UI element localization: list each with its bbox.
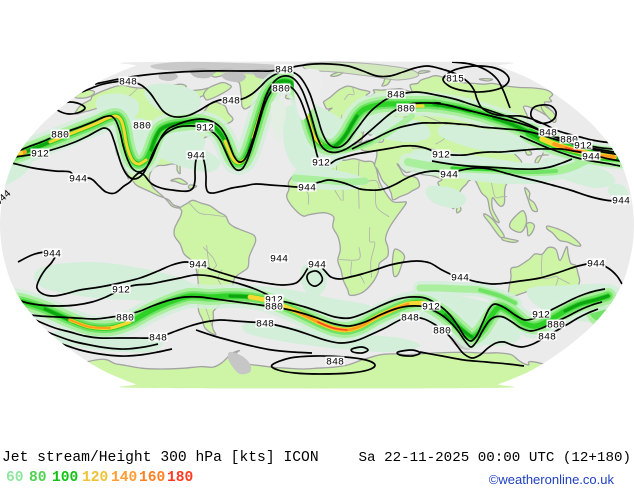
svg-text:848: 848 [119,78,137,89]
svg-text:912: 912 [112,286,130,297]
svg-text:880: 880 [397,105,415,116]
svg-text:140: 140 [111,470,137,486]
svg-text:880: 880 [133,122,151,133]
svg-text:100: 100 [52,470,78,486]
svg-text:944: 944 [440,171,458,182]
svg-text:944: 944 [43,250,61,261]
svg-text:880: 880 [51,131,69,142]
svg-text:180: 180 [167,470,193,486]
svg-text:880: 880 [265,303,283,314]
svg-text:848: 848 [387,91,405,102]
svg-text:944: 944 [587,260,605,271]
svg-text:848: 848 [401,314,419,325]
svg-text:912: 912 [312,159,330,170]
svg-text:944: 944 [451,274,469,285]
svg-text:912: 912 [574,142,592,153]
svg-text:815: 815 [446,75,464,86]
svg-text:©weatheronline.co.uk: ©weatheronline.co.uk [489,472,615,487]
svg-text:912: 912 [422,303,440,314]
svg-text:60: 60 [6,470,24,486]
svg-text:912: 912 [532,311,550,322]
svg-text:Jet stream/Height 300 hPa [kts: Jet stream/Height 300 hPa [kts] ICON [2,450,319,466]
svg-text:944: 944 [298,184,316,195]
svg-text:Sa 22-11-2025 00:00 UTC (12+18: Sa 22-11-2025 00:00 UTC (12+180) [359,450,631,466]
svg-text:880: 880 [547,321,565,332]
svg-text:944: 944 [189,261,207,272]
svg-text:912: 912 [196,124,214,135]
svg-text:848: 848 [275,66,293,77]
svg-text:944: 944 [69,175,87,186]
svg-text:912: 912 [31,150,49,161]
svg-text:848: 848 [149,334,167,345]
svg-text:880: 880 [272,85,290,96]
svg-text:944: 944 [612,197,630,208]
svg-text:912: 912 [265,296,283,307]
svg-text:120: 120 [82,470,108,486]
svg-text:848: 848 [222,97,240,108]
svg-text:848: 848 [326,358,344,369]
svg-text:880: 880 [433,327,451,338]
svg-text:912: 912 [432,151,450,162]
svg-text:160: 160 [139,470,165,486]
svg-text:80: 80 [29,470,47,486]
svg-text:848: 848 [256,320,274,331]
svg-text:880: 880 [560,136,578,147]
svg-text:880: 880 [116,314,134,325]
svg-text:944: 944 [308,261,326,272]
svg-text:944: 944 [187,152,205,163]
svg-text:848: 848 [539,129,557,140]
svg-text:944: 944 [582,153,600,164]
svg-text:944: 944 [270,255,288,266]
svg-text:848: 848 [538,333,556,344]
